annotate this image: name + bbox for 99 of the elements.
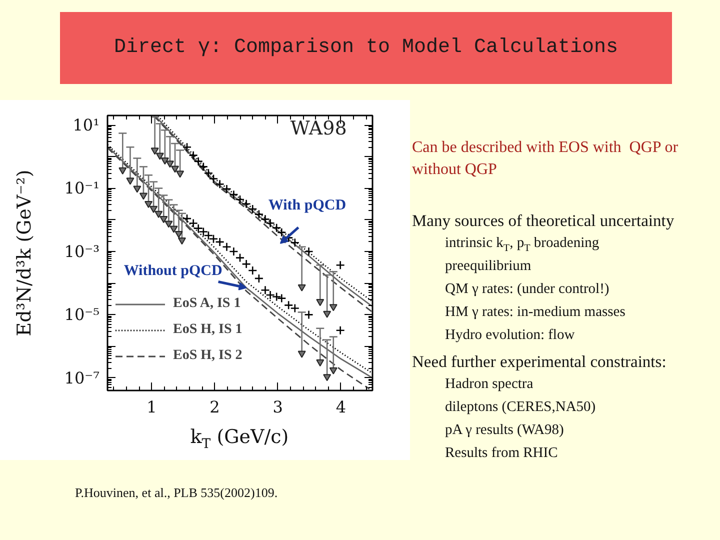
chart-title: Direct γ: Comparison to Model Calculations (60, 12, 672, 84)
point (198, 162, 208, 172)
x-tick-label: 1 (146, 398, 157, 416)
point (290, 304, 300, 313)
point (229, 190, 238, 200)
point (266, 290, 275, 300)
point (144, 200, 153, 208)
point (290, 238, 300, 248)
point (235, 194, 245, 204)
point (298, 284, 306, 292)
text: P.Houvinen, et al., PLB 535(2002)109. (75, 484, 278, 502)
point (329, 304, 338, 312)
y-tick-label: 10⁻⁷ (64, 368, 100, 388)
point (260, 285, 270, 295)
annotation: Without pQCD (124, 262, 222, 279)
annotation: With pQCD (268, 197, 346, 214)
point (133, 186, 142, 193)
text: pA γ results (WA98) (444, 421, 565, 440)
y-tick-label: 10⁻⁵ (64, 305, 100, 324)
x-tick-label: 3 (272, 398, 283, 416)
legend-label: EoS A, IS 1 (173, 296, 241, 312)
text: Results from RHIC (444, 444, 559, 463)
y-tick-label: 10⁻¹ (64, 178, 100, 198)
text: dileptons (CERES,NA50) (444, 398, 597, 417)
point (139, 192, 148, 200)
point (329, 367, 338, 374)
point (336, 326, 345, 335)
text: QM γ rates: (under control!) (444, 280, 610, 299)
text: Need further experimental constraints: (411, 351, 668, 373)
point (182, 214, 192, 224)
text: intrinsic k$_{T}$, p$_{T}$ broadening (444, 234, 600, 255)
point (272, 223, 282, 232)
point (160, 158, 169, 165)
text: Can be described with EOS with QGP or without QGP (411, 138, 680, 180)
point (276, 294, 286, 303)
legend-label: EoS H, IS 2 (173, 348, 242, 364)
text: Many sources of theoretical uncertainty (411, 210, 676, 232)
point (276, 228, 286, 238)
x-axis-title: k$_{T}$ (GeV/c) (189, 425, 290, 452)
point (304, 310, 314, 320)
x-tick-label: 2 (210, 398, 220, 416)
point (266, 218, 275, 228)
point (272, 292, 282, 302)
point (235, 253, 245, 262)
point (166, 160, 174, 168)
point (336, 260, 345, 270)
point (316, 359, 324, 366)
point (222, 184, 232, 194)
point (176, 170, 184, 178)
point (188, 150, 198, 160)
point (178, 238, 186, 245)
text: preequilibrium (444, 257, 532, 276)
point (284, 300, 294, 310)
point (204, 230, 214, 240)
y-tick-label: 10¹ (72, 116, 100, 135)
point (254, 274, 264, 284)
point (208, 234, 218, 244)
point (229, 246, 238, 256)
point (298, 350, 306, 358)
point (215, 237, 224, 247)
point (323, 310, 332, 318)
point (260, 214, 270, 224)
point (118, 167, 127, 174)
annotation: WA98 (290, 118, 347, 140)
point (215, 179, 224, 189)
point (284, 233, 294, 242)
point (323, 374, 332, 382)
point (160, 216, 168, 224)
point (204, 168, 214, 178)
text: HM γ rates: in-medium masses (444, 303, 626, 322)
point (316, 299, 324, 306)
point (198, 227, 208, 236)
point (254, 210, 264, 219)
point (194, 224, 204, 233)
point (188, 218, 198, 228)
text: Hadron spectra (444, 375, 534, 394)
point (248, 266, 258, 276)
point (222, 242, 232, 252)
point (194, 156, 204, 166)
point (126, 178, 134, 185)
point (174, 230, 183, 238)
point (154, 210, 163, 218)
point (242, 199, 251, 209)
point (150, 206, 158, 213)
legend-label: EoS H, IS 1 (173, 322, 242, 338)
text: Hydro evolution: flow (444, 326, 576, 345)
point (150, 148, 159, 155)
point (304, 246, 314, 256)
point (171, 166, 180, 173)
point (182, 142, 192, 152)
x-tick-label: 4 (336, 398, 346, 416)
point (164, 220, 173, 228)
point (248, 204, 258, 214)
y-tick-label: 10⁻³ (64, 242, 100, 261)
point (170, 226, 178, 233)
point (242, 259, 251, 269)
y-axis-title: Ed³N/d³k (GeV⁻²) (13, 170, 36, 336)
point (208, 174, 218, 184)
point (156, 152, 164, 160)
